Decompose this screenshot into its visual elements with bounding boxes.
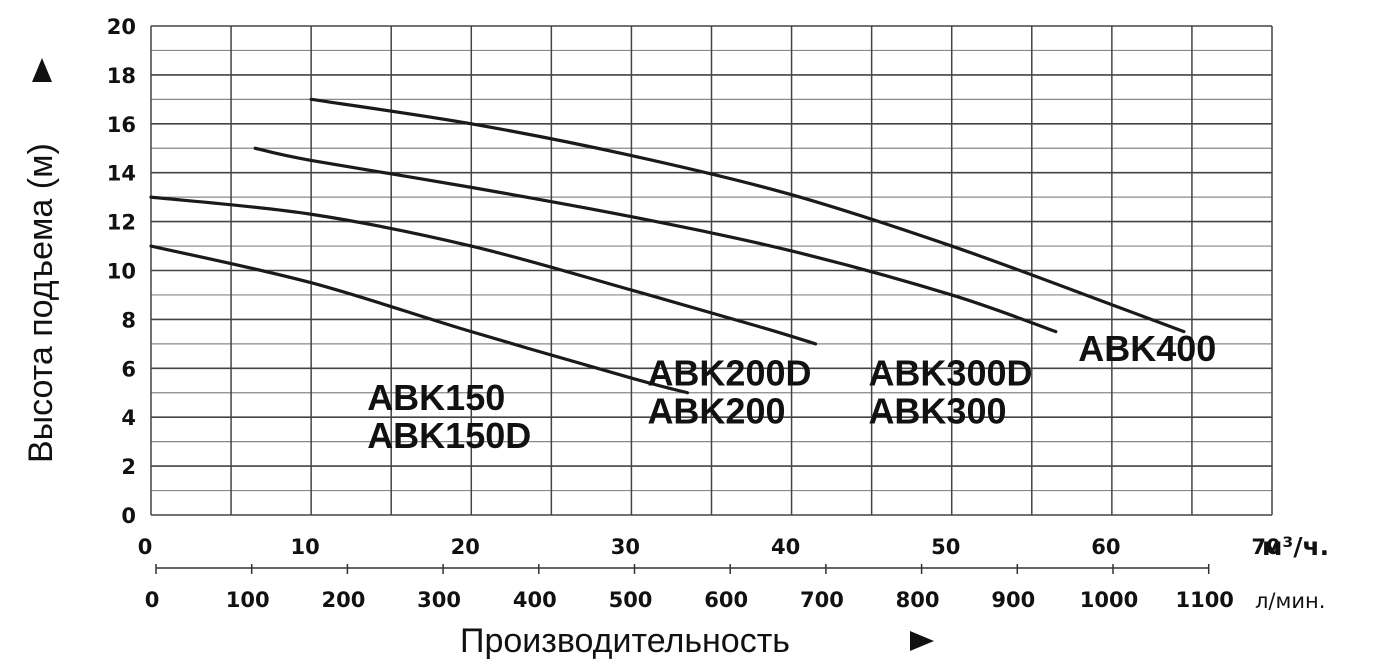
curve-label-2-2: ABK200 bbox=[647, 390, 785, 431]
x-tick-label: 50 bbox=[931, 535, 960, 559]
x-tick-label: 70 bbox=[1251, 535, 1280, 559]
curve-label-1-1: ABK150 bbox=[367, 377, 505, 418]
y-tick-label: 6 bbox=[121, 357, 136, 381]
curve-label-3-1: ABK300D bbox=[868, 352, 1032, 393]
x-tick-label: 10 bbox=[291, 535, 320, 559]
x2-tick-label: 200 bbox=[321, 588, 365, 612]
series-line-3 bbox=[253, 146, 1058, 334]
x2-tick-label: 300 bbox=[417, 588, 461, 612]
y-axis-arrow-icon bbox=[32, 58, 52, 82]
y-tick-label: 4 bbox=[121, 406, 136, 430]
x-tick-label: 0 bbox=[138, 535, 153, 559]
x2-tick-label: 900 bbox=[991, 588, 1035, 612]
x-tick-label: 30 bbox=[611, 535, 640, 559]
grid bbox=[150, 25, 1273, 516]
curve-label-1-2: ABK150D bbox=[367, 415, 531, 456]
x-axis-ticks: 0 10 20 30 40 50 60 70 bbox=[138, 535, 1281, 559]
y-tick-label: 10 bbox=[107, 260, 136, 284]
y-axis-title-group: Высота подъема (м) bbox=[22, 58, 60, 463]
y-tick-label: 0 bbox=[121, 504, 136, 528]
series-line-2 bbox=[149, 195, 818, 346]
series-line-4 bbox=[309, 97, 1186, 334]
series-line-1 bbox=[149, 244, 690, 395]
y-tick-label: 16 bbox=[107, 113, 136, 137]
y-axis-ticks: 0 2 4 6 8 10 12 14 16 18 20 bbox=[107, 15, 136, 528]
curve-label-4-1: ABK400 bbox=[1078, 328, 1216, 369]
y-tick-label: 20 bbox=[107, 15, 136, 39]
x-axis-arrow-icon bbox=[910, 631, 934, 651]
x2-tick-label: 400 bbox=[513, 588, 557, 612]
x-axis-title-group: Производительность bbox=[460, 622, 934, 659]
x2-tick-label: 0 bbox=[145, 588, 160, 612]
x2-tick-label: 1000 bbox=[1080, 588, 1138, 612]
x2-tick-label: 500 bbox=[609, 588, 653, 612]
y-tick-label: 12 bbox=[107, 211, 136, 235]
y-axis-title: Высота подъема (м) bbox=[22, 143, 60, 463]
x-tick-label: 40 bbox=[771, 535, 800, 559]
x-tick-label: 60 bbox=[1091, 535, 1120, 559]
y-tick-label: 18 bbox=[107, 64, 136, 88]
curve-label-3-2: ABK300 bbox=[868, 390, 1006, 431]
y-tick-label: 8 bbox=[121, 308, 136, 332]
x2-tick-label: 600 bbox=[704, 588, 748, 612]
curve-label-2-1: ABK200D bbox=[647, 352, 811, 393]
x-unit-label: м³/ч. bbox=[1262, 532, 1329, 561]
x2-tick-label: 700 bbox=[800, 588, 844, 612]
x2-tick-label: 1100 bbox=[1175, 588, 1233, 612]
x2-tick-label: 100 bbox=[226, 588, 270, 612]
x2-tick-label: 800 bbox=[896, 588, 940, 612]
x-tick-label: 20 bbox=[451, 535, 480, 559]
performance-curves bbox=[149, 97, 1186, 395]
x2-unit-label: л/мин. bbox=[1255, 589, 1325, 613]
y-tick-label: 14 bbox=[107, 162, 136, 186]
x2-axis-ticks: 0 100 200 300 400 500 600 700 800 900 1000 1100 bbox=[145, 564, 1234, 612]
x-axis-title: Производительность bbox=[460, 622, 790, 659]
y-tick-label: 2 bbox=[121, 455, 136, 479]
